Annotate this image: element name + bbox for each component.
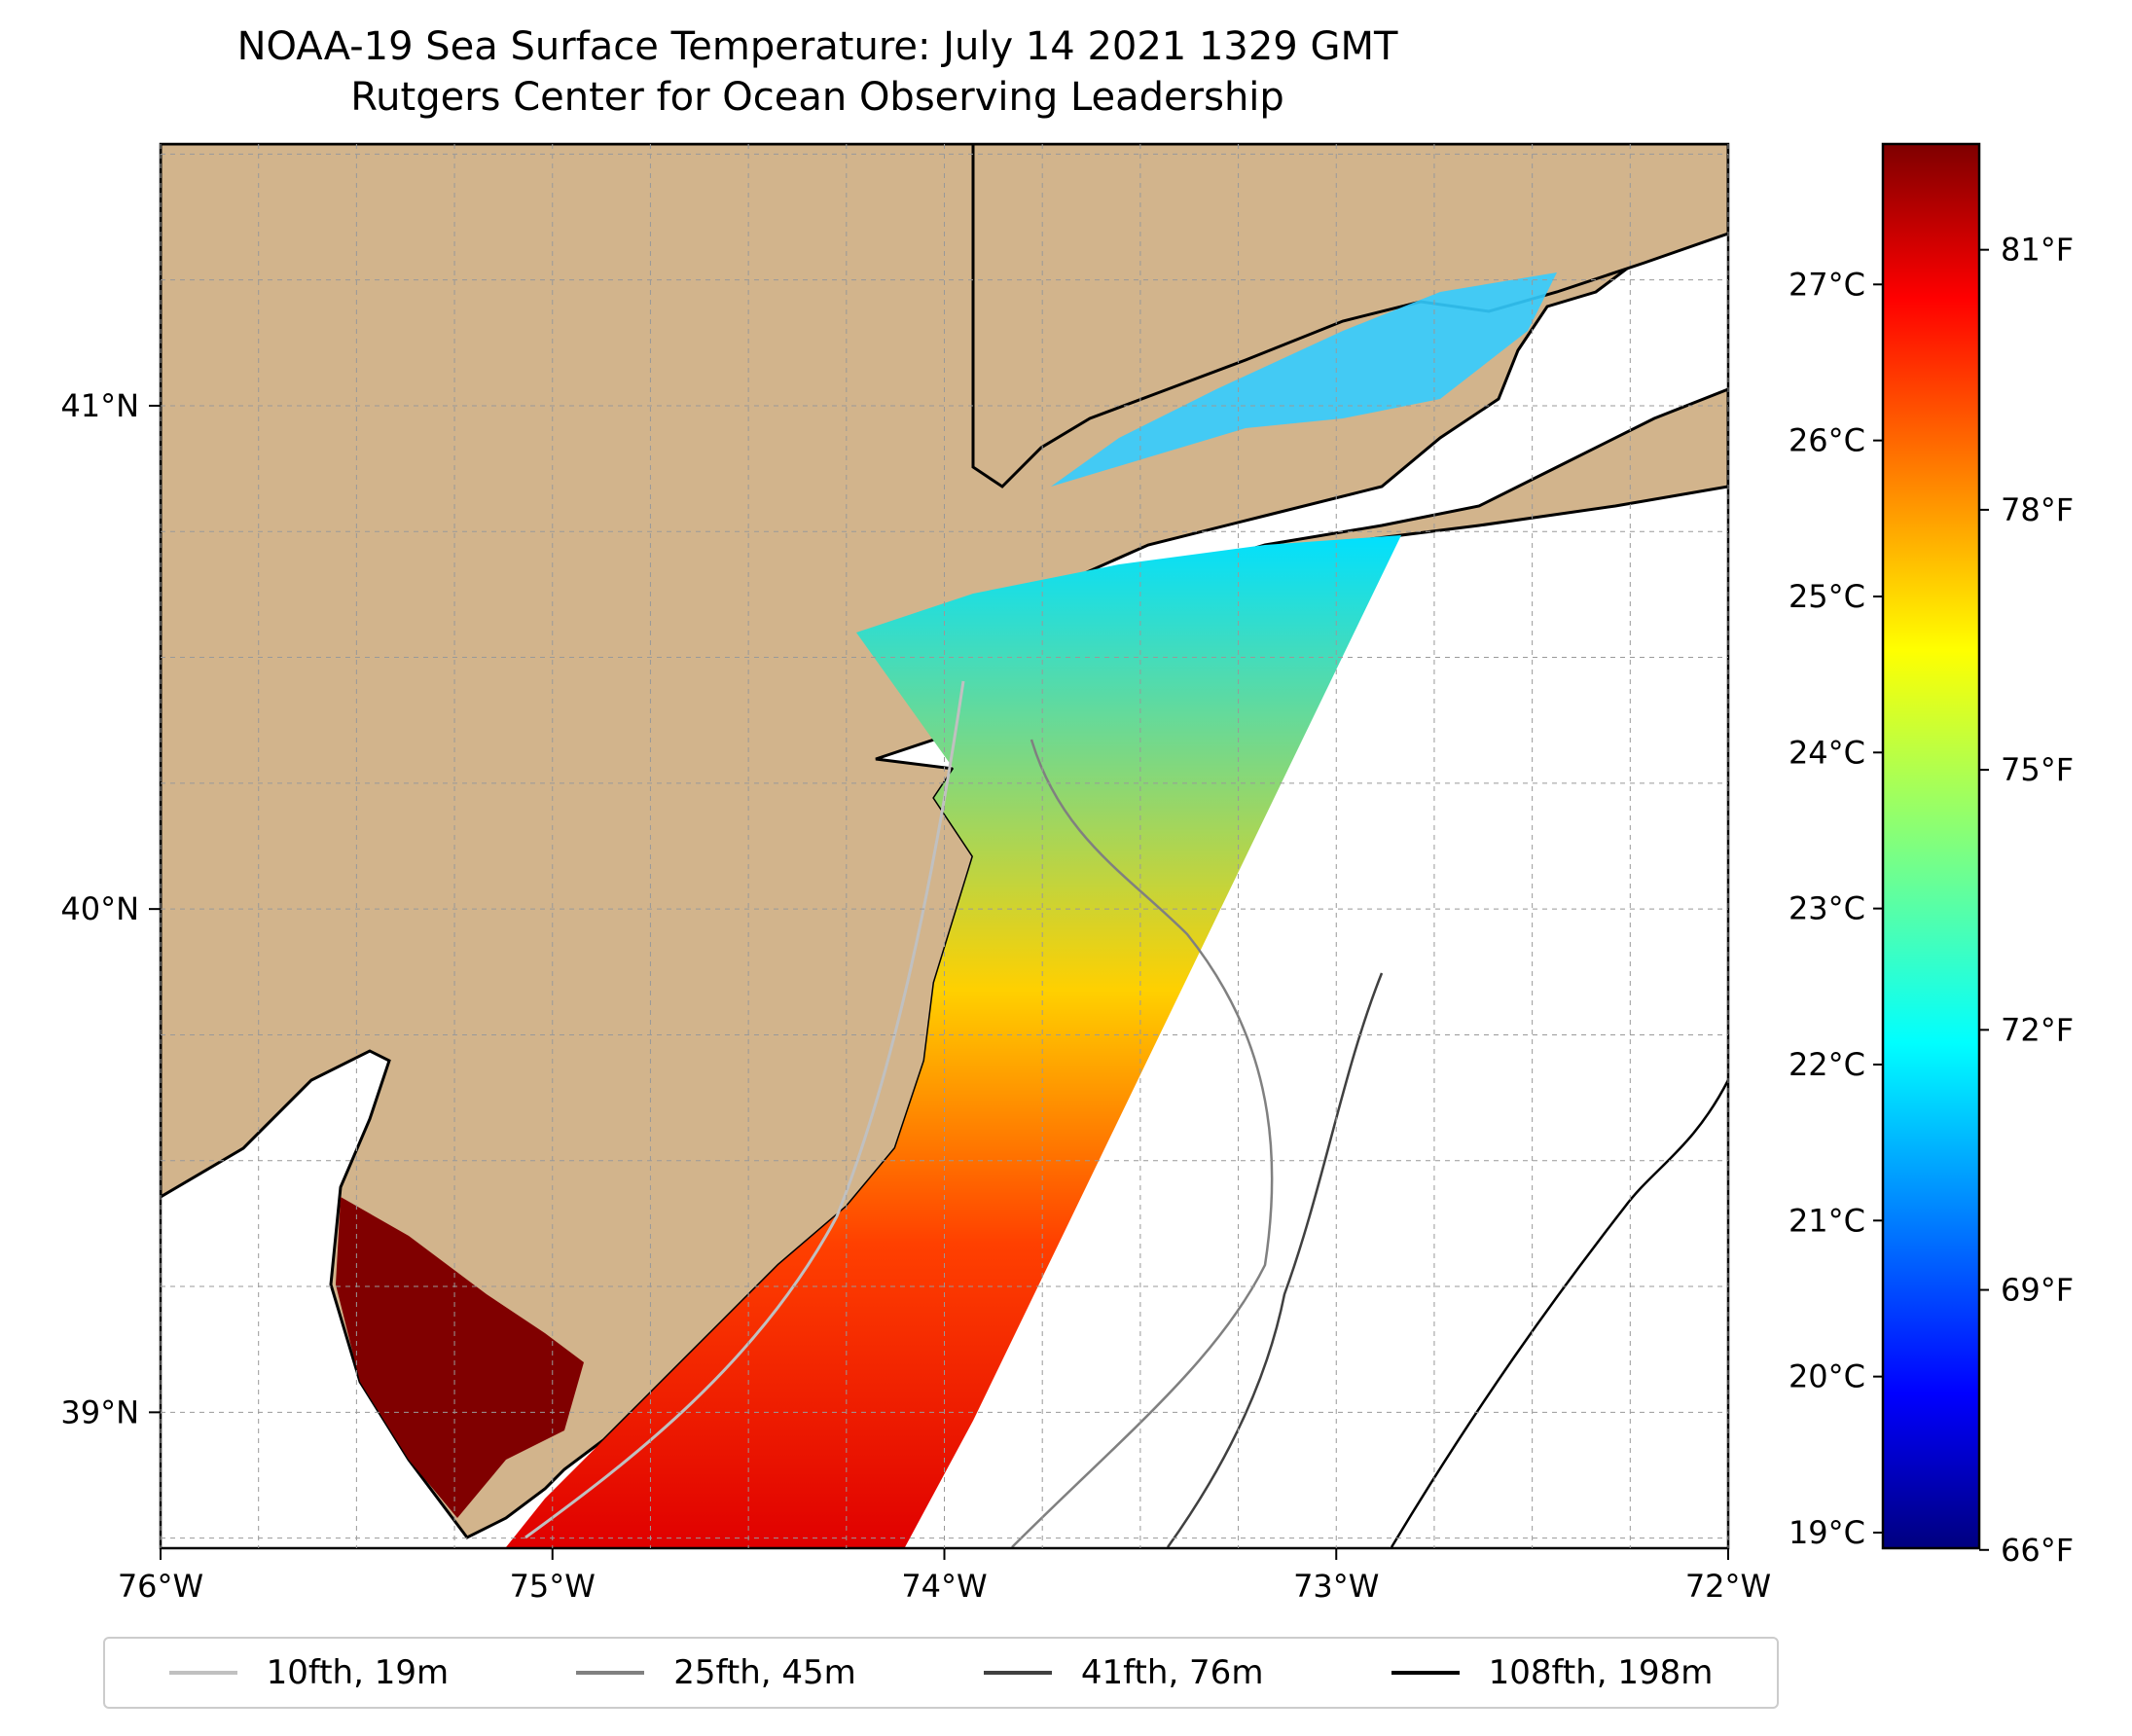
contour-108fth <box>1390 1079 1730 1548</box>
colorbar-celsius-ticks: 19°C 20°C 21°C 22°C 23°C 24°C 25°C 26°C 27°C <box>1789 266 1883 1551</box>
legend: 10fth, 19m 25fth, 45m 41fth, 76m 108fth,… <box>103 1637 1779 1709</box>
sst-long-island-sound <box>1051 272 1557 487</box>
contour-10fth <box>524 680 965 1539</box>
lon-tick-label: 74°W <box>901 1568 987 1605</box>
legend-label: 41fth, 76m <box>1080 1653 1264 1692</box>
sst-delaware-bay <box>336 1197 584 1518</box>
legend-item: 41fth, 76m <box>983 1653 1264 1692</box>
celsius-tick-label: 20°C <box>1789 1358 1865 1395</box>
legend-swatch <box>1391 1671 1460 1675</box>
celsius-tick-label: 26°C <box>1789 422 1865 459</box>
lon-tick-label: 73°W <box>1293 1568 1379 1605</box>
legend-swatch <box>983 1671 1052 1675</box>
fahrenheit-tick-label: 78°F <box>2001 491 2074 528</box>
legend-label: 25fth, 45m <box>673 1653 856 1692</box>
title-line-2: Rutgers Center for Ocean Observing Leade… <box>350 75 1284 120</box>
fahrenheit-tick-label: 81°F <box>2001 232 2074 269</box>
celsius-tick-label: 21°C <box>1789 1202 1865 1239</box>
lon-tick-labels: 76°W 75°W 74°W 73°W 72°W <box>118 1548 1771 1605</box>
fahrenheit-tick-label: 69°F <box>2001 1272 2074 1309</box>
legend-swatch <box>576 1671 645 1675</box>
legend-label: 10fth, 19m <box>266 1653 450 1692</box>
legend-item: 108fth, 198m <box>1391 1653 1714 1692</box>
contour-25fth <box>1011 739 1274 1548</box>
lat-tick-label: 41°N <box>60 387 139 424</box>
colorbar <box>1881 142 1981 1550</box>
lon-tick-label: 75°W <box>510 1568 596 1605</box>
sst-swath <box>506 535 1401 1547</box>
lon-tick-label: 72°W <box>1685 1568 1771 1605</box>
celsius-tick-label: 27°C <box>1789 266 1865 303</box>
legend-swatch <box>168 1671 237 1675</box>
celsius-tick-label: 22°C <box>1789 1046 1865 1083</box>
fahrenheit-tick-label: 75°F <box>2001 751 2074 788</box>
lat-tick-labels: 39°N 40°N 41°N <box>60 387 161 1430</box>
legend-item: 25fth, 45m <box>576 1653 856 1692</box>
fahrenheit-tick-label: 66°F <box>2001 1532 2074 1569</box>
sst-map: 76°W 75°W 74°W 73°W 72°W 39°N 40°N 41°N 19°C 20… <box>60 142 2074 1605</box>
lat-tick-label: 39°N <box>60 1393 139 1430</box>
lat-tick-label: 40°N <box>60 890 139 927</box>
celsius-tick-label: 25°C <box>1789 578 1865 615</box>
legend-label: 108fth, 198m <box>1488 1653 1714 1692</box>
colorbar-fahrenheit-ticks: 66°F 69°F 72°F 75°F 78°F 81°F <box>1979 232 2074 1569</box>
title-line-1: NOAA-19 Sea Surface Temperature: July 14… <box>236 24 1398 69</box>
legend-item: 10fth, 19m <box>168 1653 450 1692</box>
fahrenheit-tick-label: 72°F <box>2001 1011 2074 1048</box>
lon-tick-label: 76°W <box>118 1568 203 1605</box>
celsius-tick-label: 24°C <box>1789 734 1865 771</box>
land-connecticut <box>971 144 1728 488</box>
chart-title: NOAA-19 Sea Surface Temperature: July 14… <box>0 21 1635 123</box>
celsius-tick-label: 23°C <box>1789 890 1865 927</box>
celsius-tick-label: 19°C <box>1789 1514 1865 1551</box>
gridlines <box>160 144 1729 1548</box>
contour-41fth <box>1166 972 1384 1548</box>
